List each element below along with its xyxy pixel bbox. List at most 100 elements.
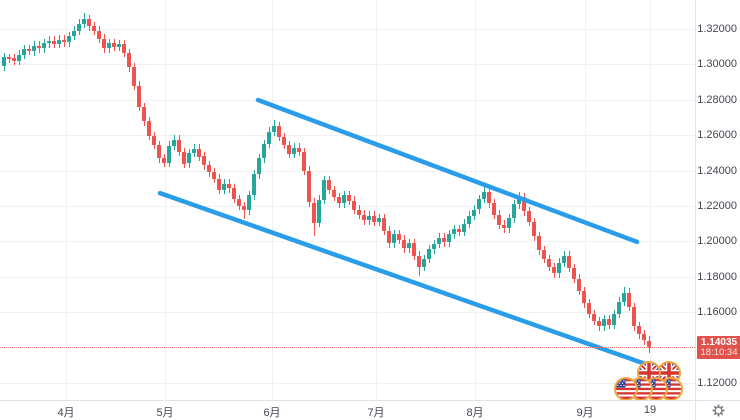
time-axis-label: 19	[643, 404, 657, 416]
price-axis-label: 1.16000	[697, 306, 737, 318]
chart-area[interactable]	[0, 0, 695, 400]
price-axis-label: 1.28000	[697, 94, 737, 106]
candle-down	[597, 321, 601, 327]
price-axis[interactable]: 1.32000 1.30000 1.28000 1.26000 1.24000 1.220…	[695, 0, 740, 400]
candle-down	[62, 39, 66, 43]
candle-down	[412, 243, 416, 256]
candle-up	[407, 243, 411, 249]
candle-down	[527, 211, 531, 222]
candle-down	[522, 197, 526, 212]
candle-down	[337, 197, 341, 204]
candle-up	[437, 237, 441, 245]
price-axis-label: 1.26000	[697, 129, 737, 141]
candle-down	[572, 268, 576, 279]
candle-down	[402, 239, 406, 249]
candle-down	[642, 334, 646, 341]
candle-down	[502, 224, 506, 229]
time-axis-label: 7月	[367, 407, 385, 419]
candle-down	[137, 85, 141, 107]
candle-down	[302, 152, 306, 171]
h-gridline	[0, 383, 695, 384]
candle-down	[157, 144, 161, 159]
candle-down	[457, 229, 461, 232]
candle-up	[32, 45, 36, 52]
h-gridline	[0, 312, 695, 313]
candle-down	[442, 237, 446, 243]
candle-down	[242, 206, 246, 211]
price-axis-label: 1.24000	[697, 165, 737, 177]
h-gridline	[0, 64, 695, 65]
gear-icon[interactable]	[712, 404, 725, 417]
candle-up	[472, 209, 476, 216]
candle-down	[577, 278, 581, 291]
flag-sticker-us-icon[interactable]	[614, 377, 638, 400]
candle-down	[492, 203, 496, 215]
price-axis-label: 1.20000	[697, 235, 737, 247]
candle-down-wick	[244, 201, 245, 220]
candle-down	[207, 165, 211, 173]
h-gridline	[0, 171, 695, 172]
time-axis-label: 8月	[466, 407, 484, 419]
candle-down	[147, 121, 151, 136]
candle-up	[72, 30, 76, 37]
candle-down	[27, 49, 31, 52]
candle-up	[322, 180, 326, 200]
time-axis-label: 5月	[156, 407, 174, 419]
v-gridline	[376, 0, 377, 400]
candle-up	[17, 54, 21, 61]
candle-down	[132, 67, 136, 86]
candle-up	[342, 195, 346, 204]
time-axis-label: 4月	[57, 407, 75, 419]
candle-down	[112, 43, 116, 47]
axis-settings-corner[interactable]	[695, 400, 740, 420]
v-gridline	[66, 0, 67, 400]
descending-channel-drawing	[157, 97, 651, 368]
candle-down	[277, 126, 281, 137]
candle-up	[262, 144, 266, 159]
h-gridline	[0, 100, 695, 101]
candle-down	[197, 148, 201, 157]
candle-down	[182, 152, 186, 164]
time-axis[interactable]: 4月 5月 6月 7月 8月 9月 19	[0, 400, 695, 420]
candle-down	[352, 200, 356, 210]
v-gridline	[272, 0, 273, 400]
candle-down	[372, 215, 376, 222]
v-gridline	[650, 0, 651, 400]
countdown-timer: 18:10:34	[700, 347, 738, 358]
candle-up	[117, 44, 121, 47]
candle-down	[552, 267, 556, 274]
candle-down	[587, 303, 591, 314]
candle-down	[37, 45, 41, 49]
channel-lower-trendline[interactable]	[157, 190, 651, 368]
candle-down	[177, 139, 181, 152]
candle-up	[192, 148, 196, 153]
candle-up	[57, 39, 61, 44]
candle-up	[462, 223, 466, 232]
candle-up	[377, 218, 381, 222]
channel-upper-trendline[interactable]	[255, 97, 640, 245]
candle-up	[482, 191, 486, 199]
last-price-line	[0, 347, 695, 348]
candle-up	[187, 152, 191, 164]
candle-down	[582, 291, 586, 304]
time-axis-label: 9月	[576, 407, 594, 419]
candle-up	[77, 23, 81, 31]
candle-up	[432, 244, 436, 250]
candle-down	[627, 292, 631, 307]
candle-up	[602, 319, 606, 327]
candle-down	[357, 209, 361, 215]
candle-down	[162, 158, 166, 163]
candle-up	[617, 301, 621, 314]
candle-up	[47, 40, 51, 44]
candle-down	[52, 40, 56, 44]
candle-down	[347, 195, 351, 201]
candle-down	[227, 183, 231, 189]
candle-up	[252, 174, 256, 196]
candle-up	[247, 195, 251, 211]
price-axis-label: 1.18000	[697, 271, 737, 283]
candle-up	[467, 215, 471, 224]
candle-down	[232, 188, 236, 199]
candle-down	[152, 136, 156, 145]
last-price-badge: 1.14035 18:10:34	[697, 336, 740, 359]
v-gridline	[585, 0, 586, 400]
